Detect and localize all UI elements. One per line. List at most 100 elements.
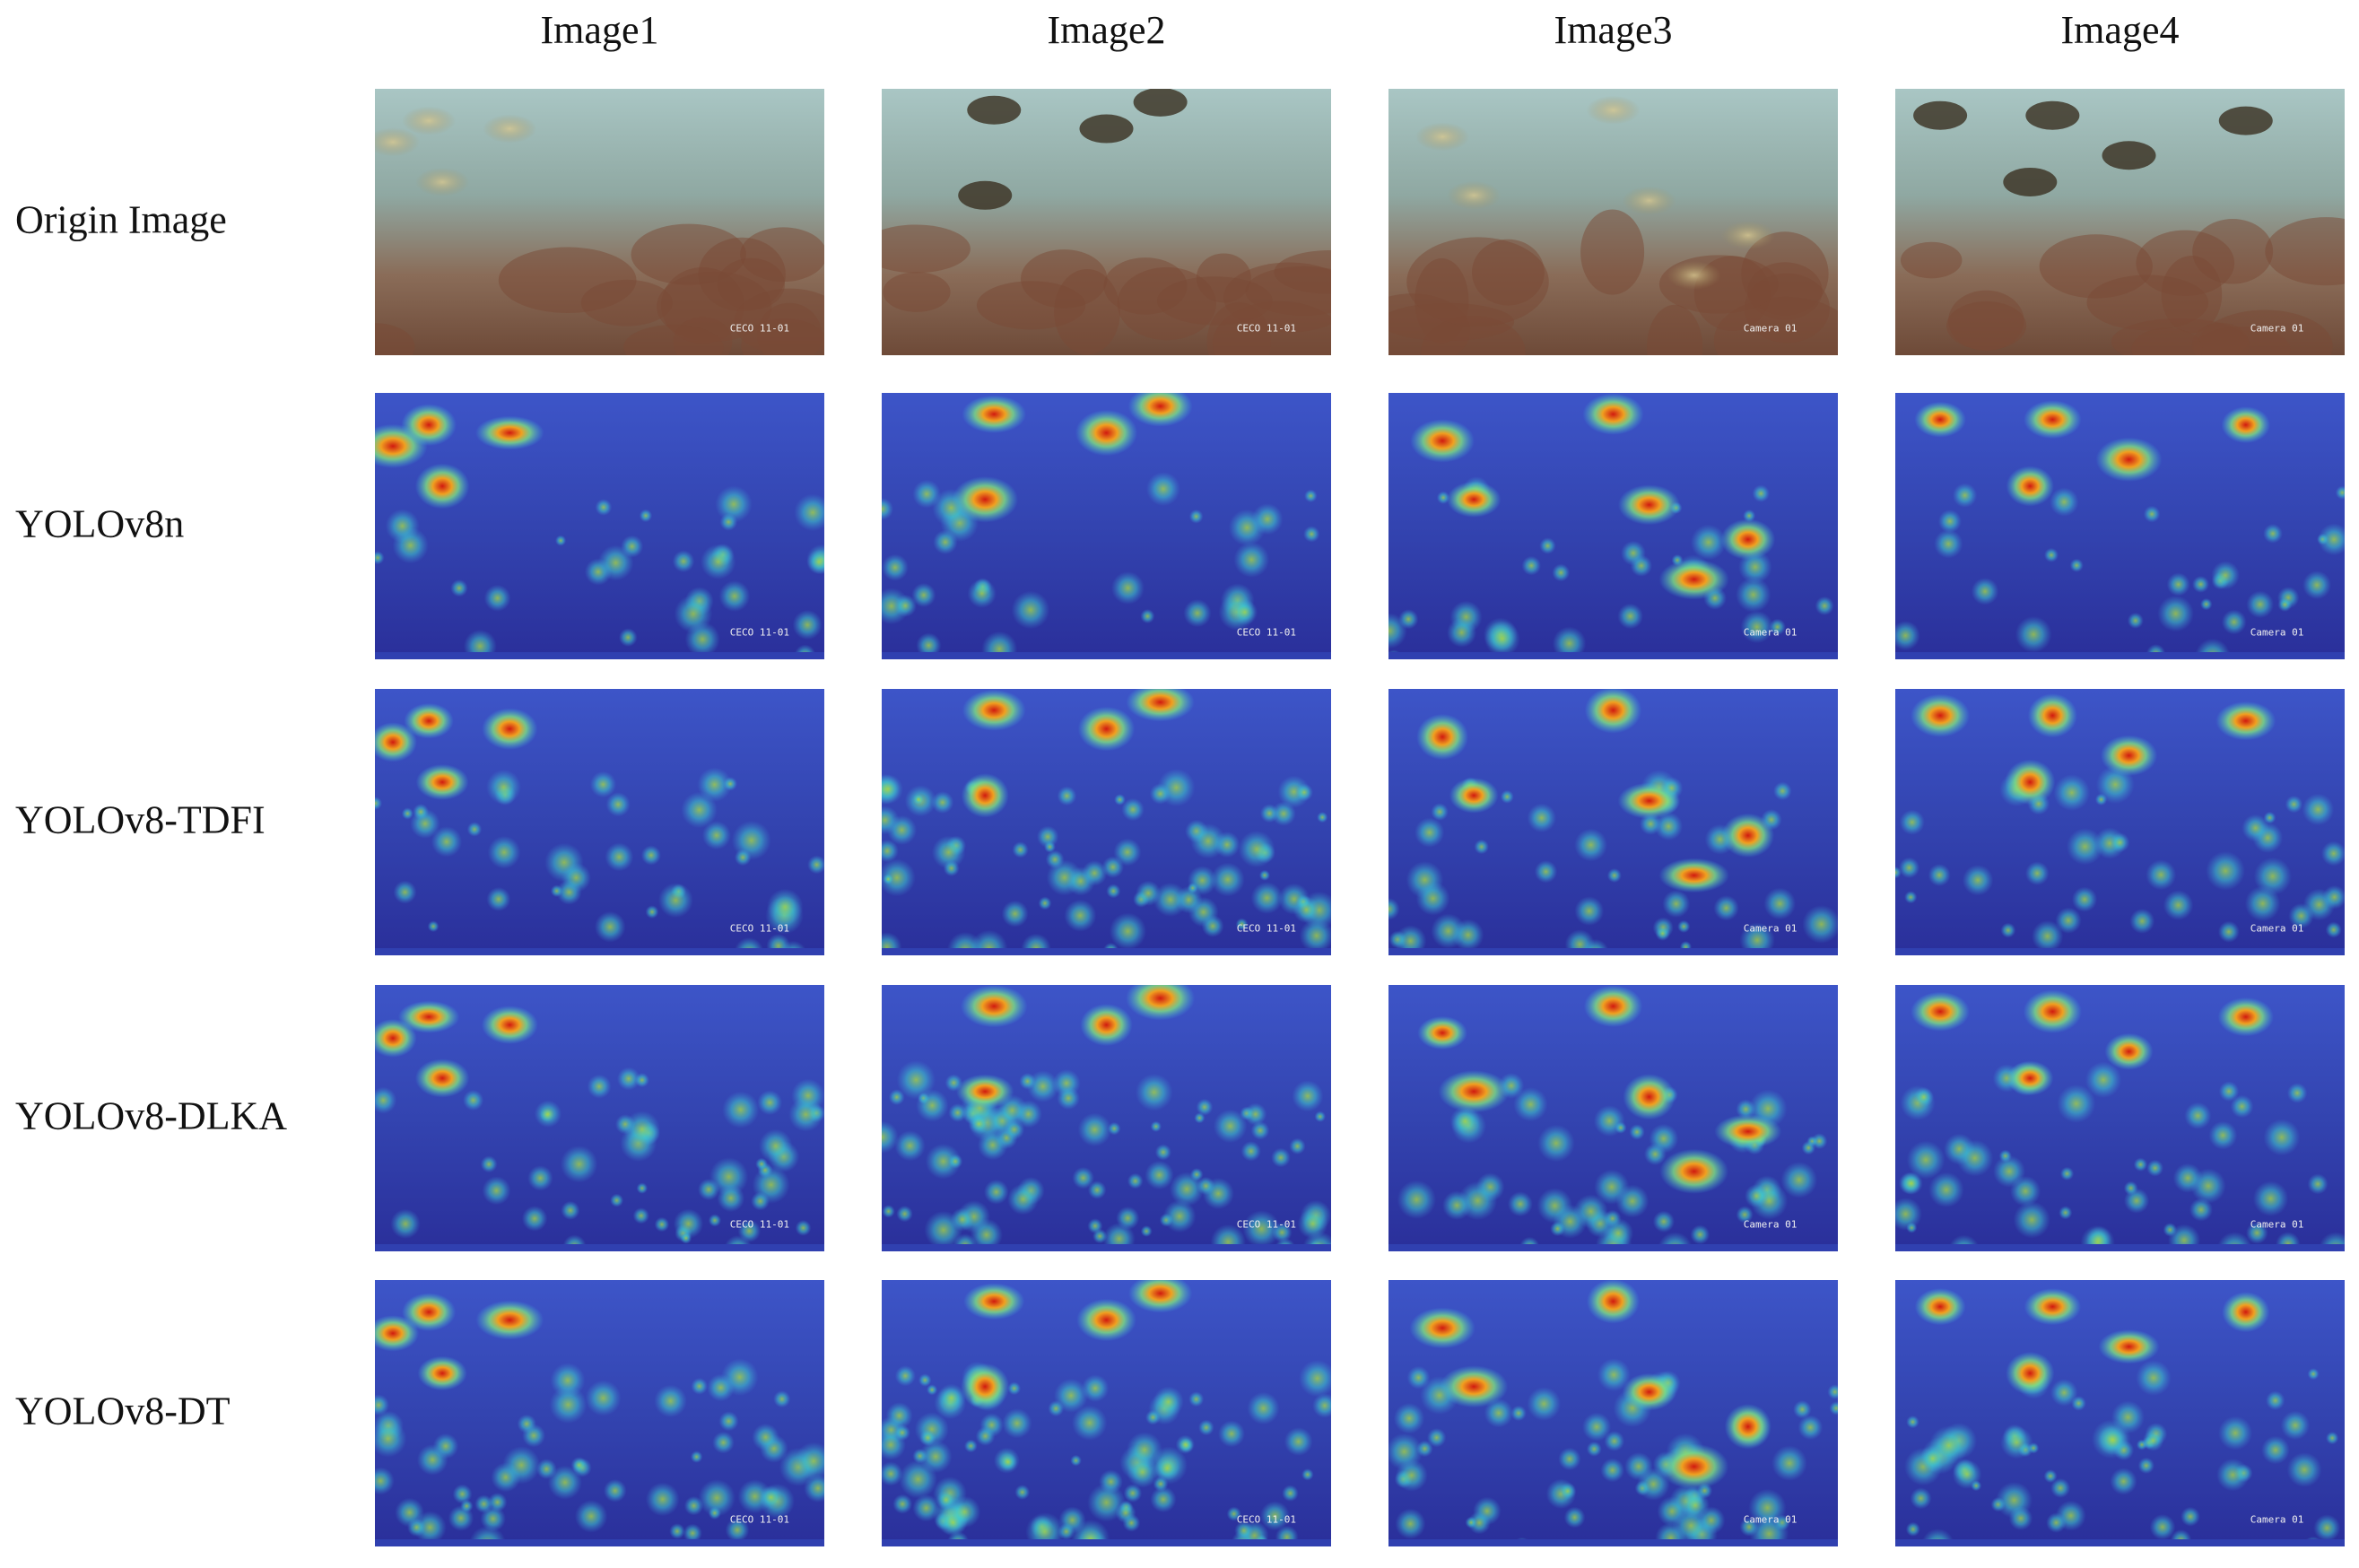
activation (2013, 1201, 2050, 1239)
activation (2302, 571, 2332, 600)
activation (2245, 1222, 2268, 1244)
activation (2146, 859, 2177, 891)
activation (375, 1394, 389, 1416)
activation (723, 776, 737, 791)
activation (883, 874, 894, 885)
activation (2189, 1198, 2213, 1222)
bottom-band (882, 948, 1331, 955)
activation (1121, 797, 1145, 822)
activation (616, 1067, 640, 1091)
activation (594, 910, 626, 943)
hot-spot (2098, 1329, 2160, 1364)
activation (2172, 1163, 2203, 1193)
activation (1135, 1073, 1173, 1111)
column-header: Image1 (541, 8, 659, 52)
activation (1114, 794, 1126, 806)
activation (882, 498, 894, 520)
activation (927, 1384, 938, 1396)
activation (1057, 786, 1077, 806)
activation (916, 1089, 949, 1122)
activation (1070, 1454, 1082, 1467)
activation (1072, 1405, 1108, 1441)
image-cell: Camera 01 (1388, 89, 1838, 355)
activation (2059, 1206, 2073, 1220)
image-cell: CECO 11-01 (375, 689, 824, 955)
activation (882, 839, 899, 863)
bottom-band (1895, 652, 2345, 659)
hot-spot (475, 415, 544, 450)
activation (1736, 1099, 1756, 1119)
activation (1617, 603, 1643, 630)
activation (2069, 558, 2084, 572)
activation (1303, 526, 1320, 543)
fish (2003, 167, 2058, 196)
hot-spot (962, 395, 1027, 433)
activation (2285, 795, 2303, 814)
activation (2129, 908, 2155, 934)
activation (1240, 1141, 1261, 1162)
bottom-band (1388, 1244, 1838, 1251)
hot-spot (1127, 1280, 1193, 1313)
activation (1394, 925, 1427, 955)
activation (1581, 1412, 1612, 1442)
watermark: Camera 01 (1744, 1513, 1798, 1525)
activation (595, 499, 613, 516)
activation (1232, 599, 1258, 625)
activation (2277, 597, 2293, 612)
activation (603, 1479, 627, 1503)
activation (794, 493, 824, 532)
activation (2055, 907, 2082, 934)
activation (1745, 1184, 1769, 1208)
activation (681, 791, 718, 829)
activation (1007, 1381, 1022, 1396)
activation (2057, 1084, 2096, 1123)
hot-spot (404, 702, 454, 739)
activation (1127, 1172, 1144, 1189)
activation (1690, 524, 1727, 561)
activation (2230, 1094, 2254, 1119)
activation (1606, 867, 1622, 883)
activation (2325, 921, 2342, 938)
hot-spot (475, 1300, 544, 1340)
activation (1769, 618, 1786, 636)
activation (1012, 841, 1029, 858)
activation (1952, 483, 1978, 508)
activation (431, 826, 463, 858)
hot-spot (1080, 1004, 1133, 1047)
image-content: CECO 11-01 (375, 985, 824, 1251)
activation (1154, 1144, 1171, 1161)
hot-spot (1410, 419, 1475, 463)
activation (2024, 861, 2050, 885)
hot-spot (1724, 1404, 1771, 1450)
activation (2313, 1514, 2341, 1542)
hot-spot (1623, 1074, 1676, 1120)
activation (1513, 1087, 1548, 1122)
activation (1573, 1194, 1608, 1229)
activation (1190, 823, 1226, 859)
image-content: Camera 01 (1895, 393, 2345, 659)
activation (640, 845, 661, 866)
activation (1586, 1441, 1602, 1457)
activation (1913, 1086, 1934, 1108)
activation (1904, 891, 1918, 904)
image-cell: CECO 11-01 (375, 985, 824, 1251)
activation (1314, 1111, 1327, 1123)
image-content: Camera 01 (1895, 985, 2345, 1251)
activation (888, 1089, 905, 1106)
activation (1043, 841, 1056, 853)
rock (740, 227, 824, 283)
hot-spot (1438, 1070, 1510, 1113)
watermark: CECO 11-01 (1237, 922, 1296, 934)
activation (911, 582, 936, 607)
activation (998, 1452, 1018, 1472)
activation (1829, 1401, 1838, 1416)
hot-spot (2006, 466, 2054, 507)
activation (1484, 621, 1520, 658)
activation (605, 842, 634, 872)
activation (1149, 783, 1171, 805)
activation (1297, 1208, 1328, 1240)
activation (1956, 1139, 1994, 1177)
watermark: Camera 01 (1744, 1218, 1798, 1230)
image-cell: Camera 01 (1895, 89, 2345, 355)
